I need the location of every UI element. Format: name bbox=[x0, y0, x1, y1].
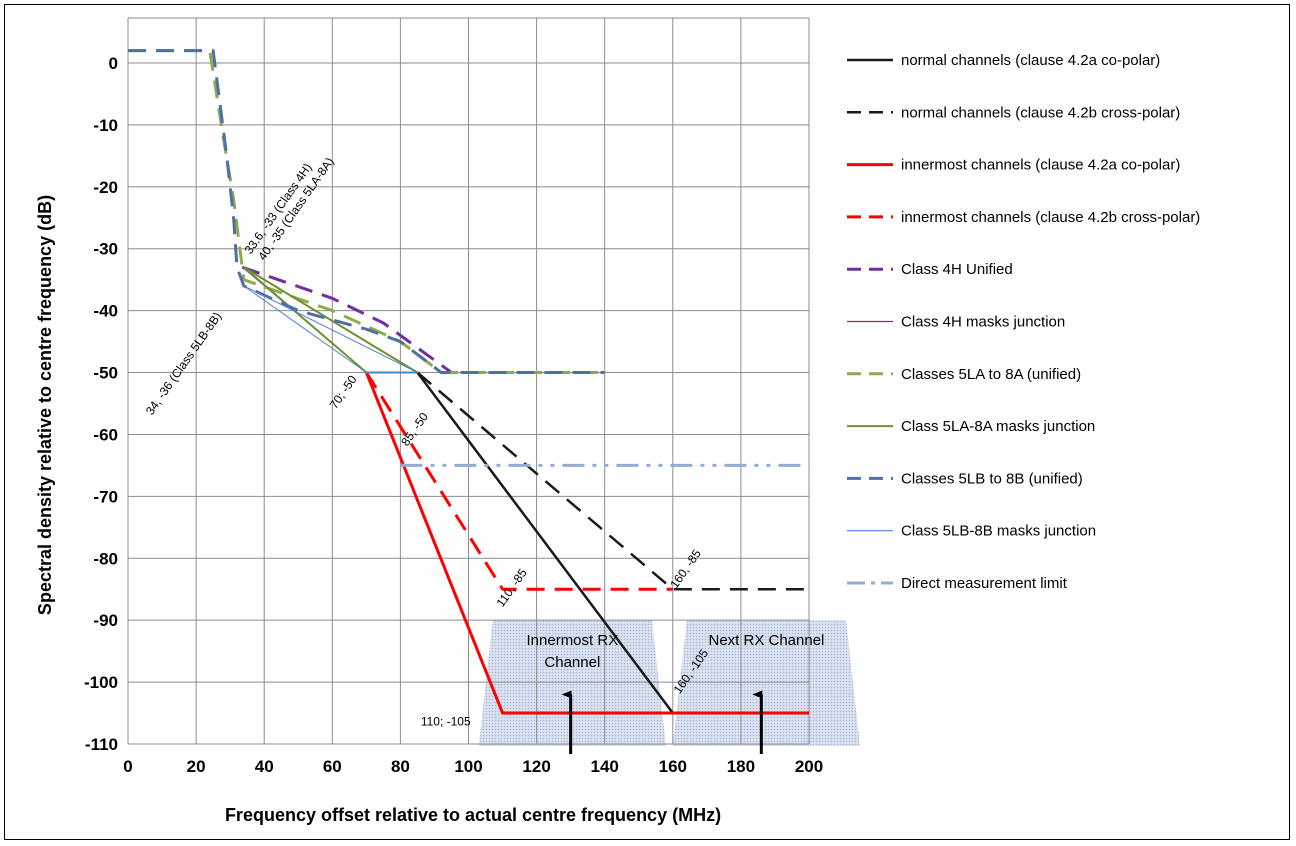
series-line-innermost-channels-clause-4-2b-cross-polar bbox=[365, 371, 673, 591]
chart-canvas: Innermost RX Channel Next RX Channel 0 20 40… bbox=[35, 17, 1200, 825]
legend-label-class-4h-unified: Class 4H Unified bbox=[901, 261, 1013, 278]
x-tick-label: 140 bbox=[591, 757, 619, 776]
series-line-class-4h-unified bbox=[241, 265, 605, 374]
y-tick-label: -30 bbox=[93, 240, 118, 259]
y-tick-label: -50 bbox=[93, 364, 118, 383]
point-annotation: 34, -36 (Class 5LB-8B) bbox=[143, 310, 224, 418]
y-axis-title: Spectral density relative to centre freq… bbox=[35, 195, 55, 615]
axes: 0 20 40 60 80 100 120 140 160 180 200 0 -10 -20 -30 -40… bbox=[84, 54, 823, 776]
y-tick-label: -60 bbox=[93, 425, 118, 444]
legend-label-classes-5la-to-8a-unified: Classes 5LA to 8A (unified) bbox=[901, 366, 1081, 383]
x-tick-label: 160 bbox=[659, 757, 687, 776]
point-annotation: 110; -105 bbox=[421, 714, 471, 728]
series-line-normal-channels-clause-4-2b-cross-polar bbox=[416, 371, 809, 591]
series-line-classes-5la-to-8a-unified bbox=[128, 49, 605, 374]
legend-label-normal-channels-clause-4-2b-cross-polar: normal channels (clause 4.2b cross-polar… bbox=[901, 104, 1180, 121]
rx-channel-region bbox=[672, 620, 861, 746]
y-tick-label: -70 bbox=[93, 487, 118, 506]
y-tick-label: -100 bbox=[84, 673, 118, 692]
legend-label-normal-channels-clause-4-2a-co-polar: normal channels (clause 4.2a co-polar) bbox=[901, 52, 1160, 69]
legend-label-classes-5lb-to-8b-unified: Classes 5LB to 8B (unified) bbox=[901, 470, 1083, 487]
y-tick-label: -10 bbox=[93, 116, 118, 135]
legend-label-class-4h-masks-junction: Class 4H masks junction bbox=[901, 314, 1065, 331]
series-line-innermost-channels-clause-4-2a-co-polar bbox=[365, 371, 809, 715]
point-annotation: 70; -50 bbox=[327, 373, 360, 412]
x-tick-label: 40 bbox=[255, 757, 274, 776]
chart-frame: Innermost RX Channel Next RX Channel 0 20 40… bbox=[4, 4, 1290, 840]
point-annotation: 110, -85 bbox=[494, 566, 530, 610]
x-axis-title: Frequency offset relative to actual cent… bbox=[225, 805, 721, 825]
y-tick-label: -90 bbox=[93, 611, 118, 630]
legend: normal channels (clause 4.2a co-polar) no… bbox=[847, 52, 1200, 592]
y-tick-label: -80 bbox=[93, 549, 118, 568]
x-tick-label: 120 bbox=[522, 757, 550, 776]
rx-channel-label: Innermost RX bbox=[527, 632, 619, 649]
rx-channel-region bbox=[478, 620, 666, 746]
series-lines: Innermost RX Channel Next RX Channel bbox=[128, 49, 824, 754]
x-tick-label: 0 bbox=[123, 757, 132, 776]
x-tick-label: 20 bbox=[187, 757, 206, 776]
series-line-classes-5lb-to-8b-unified bbox=[128, 49, 605, 374]
y-tick-label: -40 bbox=[93, 302, 118, 321]
series-line-class-5lb-8b-masks-junction bbox=[243, 285, 418, 373]
rx-channel-label: Channel bbox=[544, 654, 600, 671]
legend-label-direct-measurement-limit: Direct measurement limit bbox=[901, 575, 1068, 592]
x-tick-label: 80 bbox=[391, 757, 410, 776]
x-tick-label: 60 bbox=[323, 757, 342, 776]
rx-channel-label: Next RX Channel bbox=[708, 632, 824, 649]
x-tick-label: 180 bbox=[727, 757, 755, 776]
legend-label-class-5la-8a-masks-junction: Class 5LA-8A masks junction bbox=[901, 418, 1095, 435]
legend-label-innermost-channels-clause-4-2b-cross-polar: innermost channels (clause 4.2b cross-po… bbox=[901, 209, 1200, 226]
series-line-class-5la-8a-masks-junction bbox=[243, 266, 419, 374]
x-tick-label: 100 bbox=[454, 757, 482, 776]
y-tick-label: -20 bbox=[93, 178, 118, 197]
legend-label-class-5lb-8b-masks-junction: Class 5LB-8B masks junction bbox=[901, 523, 1096, 540]
y-tick-label: -110 bbox=[85, 735, 118, 754]
rx-channel-regions bbox=[478, 620, 861, 746]
y-tick-label: 0 bbox=[109, 54, 118, 73]
x-tick-label: 200 bbox=[795, 757, 823, 776]
legend-label-innermost-channels-clause-4-2a-co-polar: innermost channels (clause 4.2a co-polar… bbox=[901, 157, 1180, 174]
